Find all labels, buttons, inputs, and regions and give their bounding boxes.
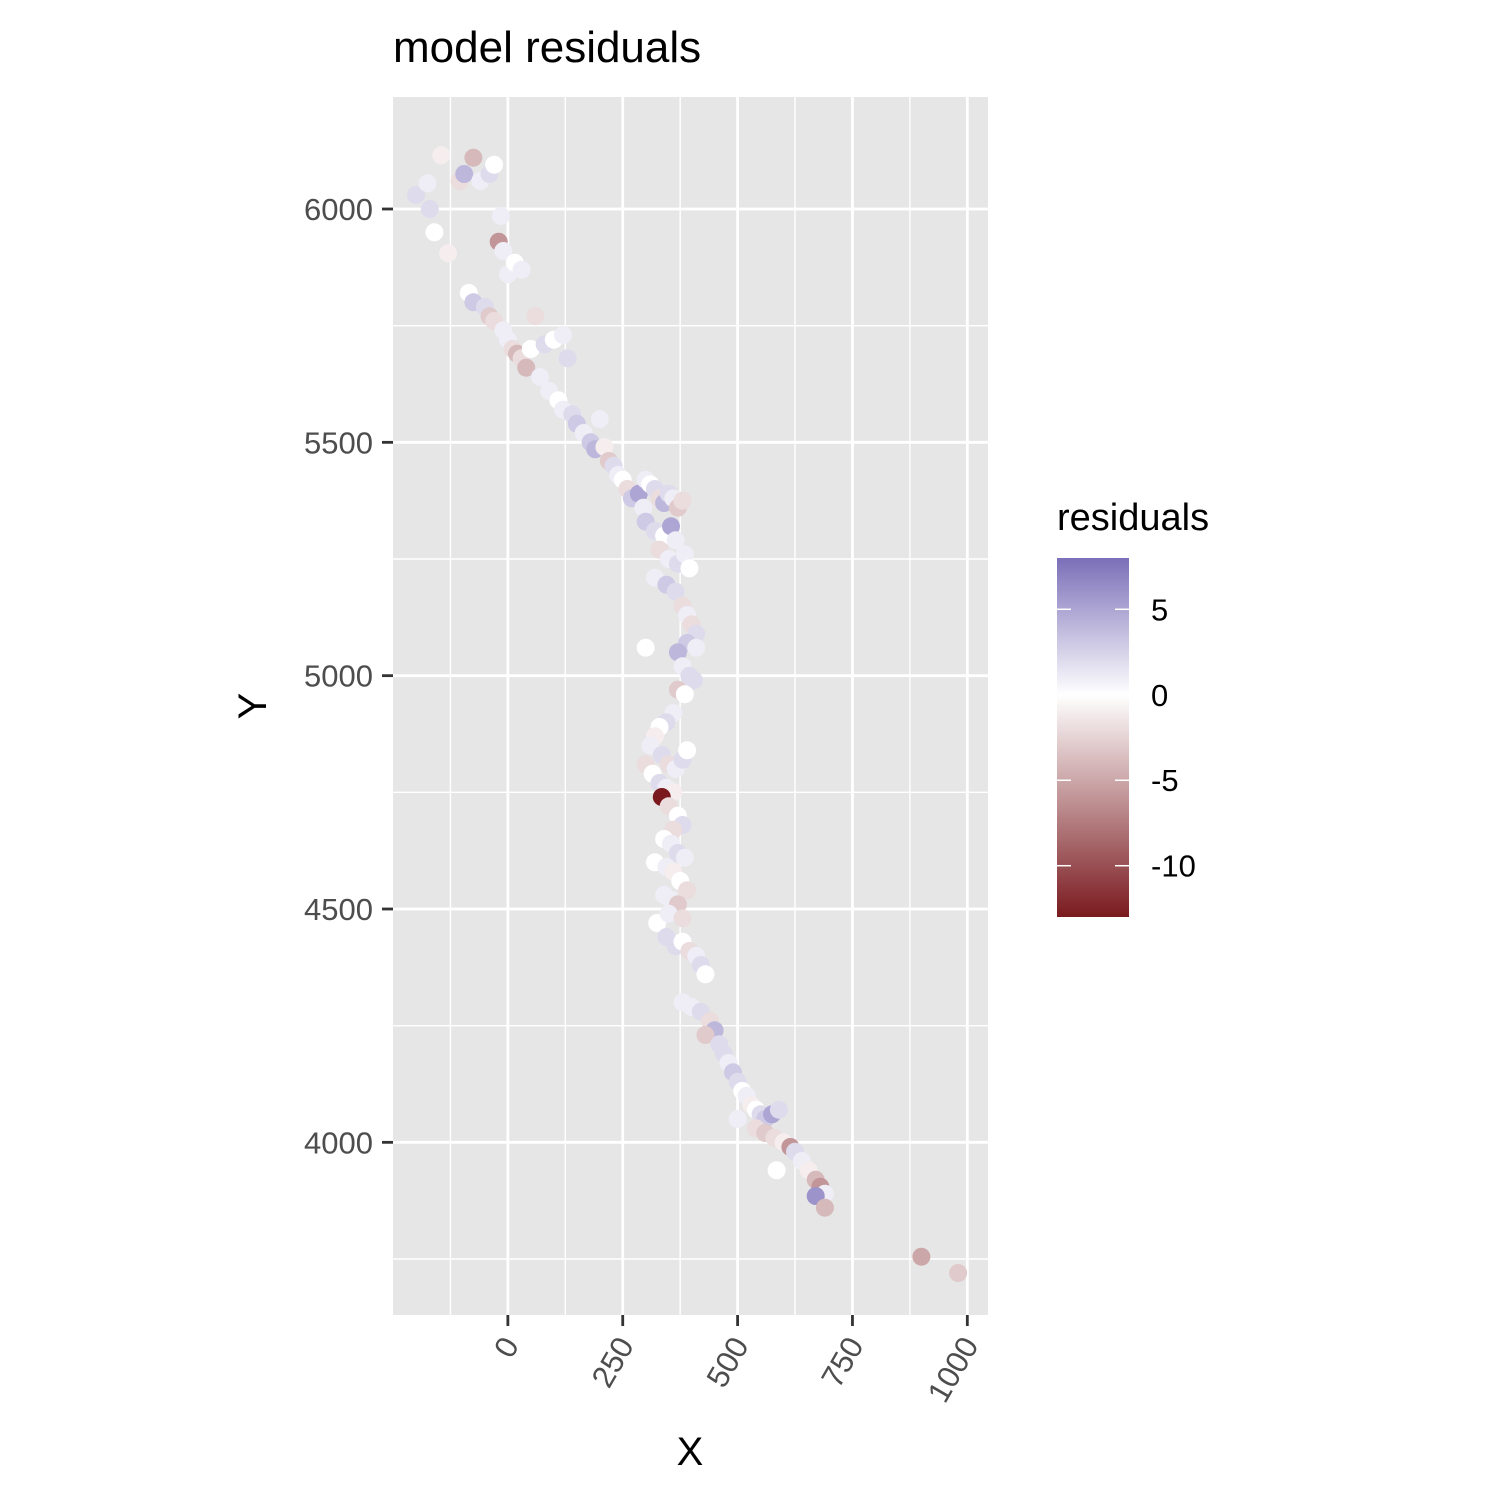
data-point — [521, 340, 540, 358]
data-point — [595, 438, 614, 456]
y-tick-label: 5500 — [304, 425, 373, 460]
data-point — [680, 559, 699, 578]
data-point — [815, 1198, 834, 1217]
data-point — [558, 349, 577, 368]
data-point — [678, 881, 697, 900]
data-point — [949, 1264, 968, 1282]
data-point — [636, 638, 655, 657]
data-points — [407, 146, 968, 1282]
x-tick-label: 750 — [814, 1331, 870, 1393]
data-point — [420, 200, 439, 218]
legend-tick-label: -5 — [1151, 763, 1179, 798]
data-point — [526, 307, 545, 326]
data-point — [666, 582, 685, 601]
legend-tick-label: 5 — [1151, 592, 1168, 627]
y-axis: 4000 4500 5000 5500 6000 — [304, 192, 393, 1160]
legend-title: residuals — [1057, 497, 1209, 539]
data-point — [455, 165, 474, 183]
data-point — [675, 545, 694, 564]
data-point — [439, 244, 458, 263]
data-point — [675, 848, 694, 867]
plot-panel — [393, 97, 988, 1315]
data-point — [512, 260, 531, 279]
data-point — [678, 741, 697, 760]
data-point — [666, 531, 685, 550]
data-point — [531, 368, 549, 386]
x-tick-label: 0 — [487, 1331, 526, 1363]
data-point — [912, 1247, 931, 1266]
data-point — [634, 498, 653, 517]
data-point — [673, 491, 692, 510]
minor-gridlines — [393, 97, 988, 1315]
data-point — [769, 1100, 788, 1119]
data-point — [673, 909, 692, 928]
legend-colorbar — [1057, 558, 1129, 917]
data-point — [659, 904, 678, 923]
data-point — [684, 671, 703, 690]
y-tick-label: 4500 — [304, 892, 373, 927]
legend: residuals 5 0 -5 -10 — [1057, 497, 1209, 917]
x-tick-label: 500 — [699, 1331, 755, 1393]
data-point — [418, 174, 437, 193]
data-point — [696, 1026, 715, 1044]
data-point — [492, 207, 510, 225]
data-point — [728, 1110, 747, 1128]
x-tick-label: 1000 — [921, 1331, 986, 1408]
data-point — [554, 326, 572, 344]
data-point — [432, 146, 451, 165]
legend-tick-label: -10 — [1151, 849, 1196, 884]
data-point — [485, 155, 504, 174]
y-axis-label: Y — [231, 693, 275, 720]
data-point — [668, 643, 687, 662]
data-point — [767, 1161, 786, 1180]
chart-title: model residuals — [393, 23, 701, 72]
data-point — [675, 685, 694, 704]
legend-ticks: 5 0 -5 -10 — [1057, 592, 1196, 884]
x-axis-label: X — [677, 1430, 704, 1474]
x-axis: 0 250 500 750 1000 — [487, 1315, 985, 1408]
y-tick-label: 6000 — [304, 192, 373, 227]
legend-tick-label: 0 — [1151, 678, 1168, 713]
data-point — [590, 410, 609, 428]
data-point — [425, 223, 444, 242]
y-tick-label: 5000 — [304, 659, 373, 694]
data-point — [494, 242, 513, 260]
data-point — [407, 186, 425, 204]
data-point — [687, 638, 706, 657]
y-tick-label: 4000 — [304, 1125, 373, 1160]
data-point — [662, 517, 680, 536]
x-tick-label: 250 — [585, 1331, 641, 1393]
data-point — [696, 965, 715, 984]
data-point — [517, 358, 536, 377]
data-point — [464, 148, 483, 167]
